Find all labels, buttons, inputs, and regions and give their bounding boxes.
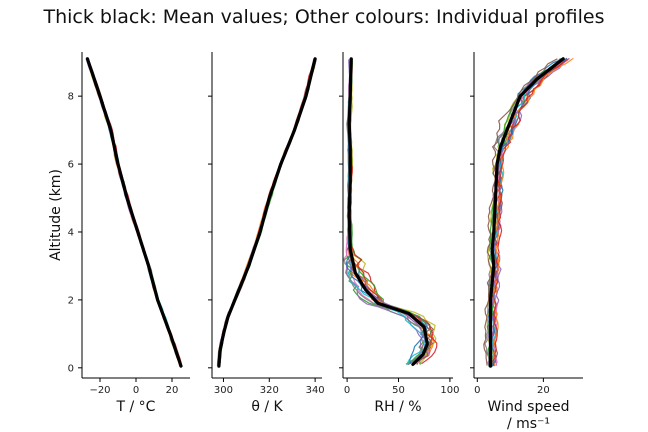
- x-axis-label: RH / %: [374, 399, 421, 415]
- x-tick-label: 20: [537, 385, 550, 396]
- panel-4: 0 20 Wind speed / ms⁻¹: [470, 52, 583, 432]
- y-tick-label: 8: [68, 92, 74, 103]
- profile-line: [491, 57, 568, 367]
- x-tick-label: 50: [392, 385, 405, 396]
- mean-profile-line: [488, 57, 565, 368]
- x-tick-label: 320: [260, 385, 279, 396]
- x-tick-label: 0: [344, 385, 350, 396]
- x-tick-label: −20: [89, 385, 110, 396]
- x-tick-label: 0: [474, 385, 480, 396]
- y-axis-label: Altitude (km): [48, 169, 64, 261]
- profile-line: [491, 58, 569, 366]
- profile-line: [347, 58, 431, 365]
- mean-profile-line: [217, 57, 317, 368]
- profile-line: [492, 57, 574, 367]
- y-tick-label: 4: [68, 227, 74, 238]
- y-tick-label: 6: [68, 160, 74, 171]
- y-tick-label: 0: [68, 363, 74, 374]
- panel-1: −20 0 20 0 2 4 6 8 T / °C Altitude (km): [48, 52, 190, 415]
- x-axis-label: T / °C: [116, 399, 156, 415]
- x-tick-label: 100: [440, 385, 459, 396]
- panel-3: 0 50 100 RH / %: [339, 52, 459, 415]
- x-tick-label: 20: [166, 385, 179, 396]
- profile-line: [490, 57, 570, 366]
- panel-2: 300 320 340 θ / K: [208, 52, 325, 415]
- y-tick-label: 2: [68, 295, 74, 306]
- mean-profile-line: [347, 57, 429, 366]
- profile-line: [348, 59, 434, 365]
- profile-line: [486, 58, 563, 367]
- profile-line: [491, 58, 570, 366]
- x-axis-label: Wind speed / ms⁻¹: [488, 399, 570, 432]
- x-tick-label: 340: [306, 385, 325, 396]
- profile-line: [492, 58, 569, 366]
- profile-line: [349, 58, 437, 365]
- x-tick-label: 300: [214, 385, 233, 396]
- profile-line: [345, 58, 431, 365]
- chart-title: Thick black: Mean values; Other colours:…: [43, 6, 605, 28]
- x-tick-label: 0: [133, 385, 139, 396]
- profile-line: [349, 58, 433, 365]
- mean-profile-line: [85, 57, 183, 368]
- profile-line: [348, 58, 438, 365]
- x-axis-label: θ / K: [251, 399, 283, 415]
- profile-line: [483, 58, 558, 366]
